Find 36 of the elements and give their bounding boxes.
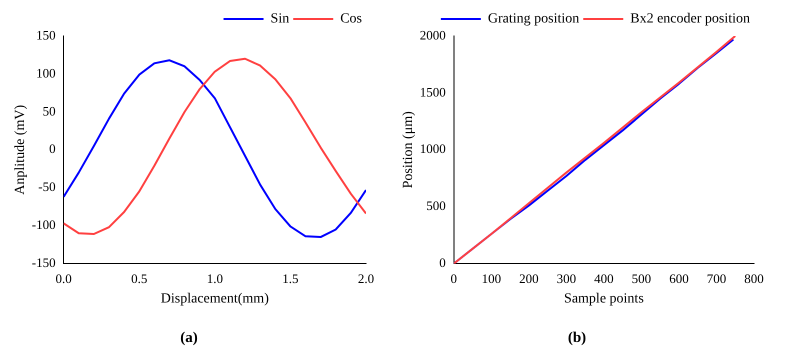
x-axis-title: Sample points bbox=[564, 291, 644, 306]
text: (a) bbox=[180, 330, 198, 346]
x-tick-label: 300 bbox=[556, 270, 576, 286]
legend-label: Grating position bbox=[488, 12, 580, 27]
x-tick-label: 500 bbox=[632, 270, 652, 286]
y-tick-label: 2000 bbox=[420, 27, 446, 42]
legend-label: Bx2 encoder position bbox=[630, 12, 750, 27]
y-tick-label: 0 bbox=[439, 255, 446, 270]
text: (b) bbox=[568, 330, 586, 346]
y-tick-label: -150 bbox=[32, 255, 56, 270]
y-tick-label: -50 bbox=[38, 179, 56, 194]
x-tick-label: 600 bbox=[669, 270, 689, 286]
x-tick-label: 0 bbox=[450, 270, 458, 286]
legend-label: Cos bbox=[340, 12, 362, 27]
y-tick-label: 500 bbox=[426, 198, 446, 214]
y-tick-label: 50 bbox=[42, 103, 56, 118]
y-axis-title: Anplitude (mV) bbox=[13, 104, 28, 195]
y-tick-label: 0 bbox=[49, 141, 56, 156]
x-tick-label: 1.0 bbox=[206, 270, 223, 286]
x-tick-label: 1.5 bbox=[282, 270, 299, 286]
y-tick-label: -100 bbox=[32, 217, 56, 232]
x-tick-label: 2.0 bbox=[358, 270, 374, 286]
y-tick-label: 1000 bbox=[420, 141, 446, 156]
legend-label: Sin bbox=[270, 12, 290, 27]
y-tick-label: 150 bbox=[36, 27, 56, 42]
y-axis-title: Position (μm) bbox=[401, 110, 416, 188]
x-tick-label: 200 bbox=[519, 270, 539, 286]
x-tick-label: 0.0 bbox=[56, 270, 72, 286]
x-tick-label: 700 bbox=[706, 270, 726, 286]
x-tick-label: 0.5 bbox=[131, 270, 148, 286]
x-axis-title: Displacement(mm) bbox=[160, 291, 270, 306]
x-tick-label: 100 bbox=[482, 270, 502, 286]
x-tick-label: 400 bbox=[594, 270, 614, 286]
y-tick-label: 1500 bbox=[420, 84, 446, 100]
x-tick-label: 800 bbox=[744, 270, 764, 286]
y-tick-label: 100 bbox=[36, 65, 56, 80]
